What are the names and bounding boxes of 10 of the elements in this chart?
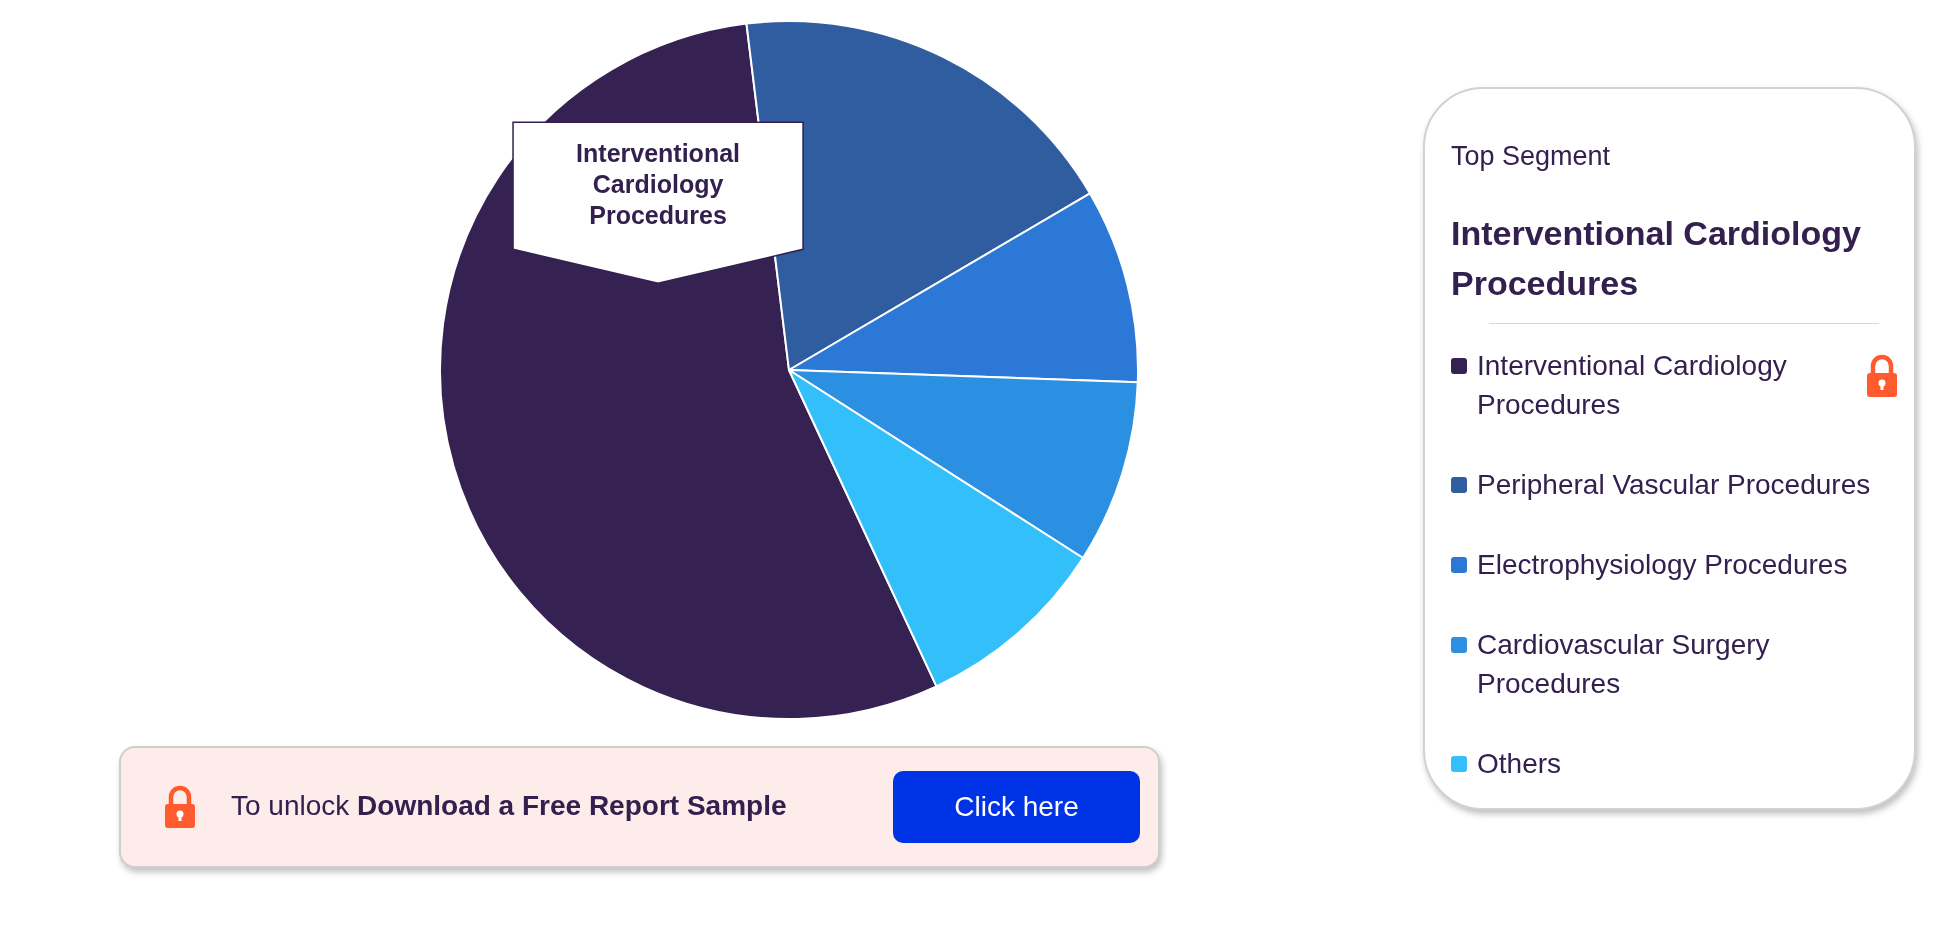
legend-label: Electrophysiology Procedures [1477,548,1849,582]
slice-label: Interventional Cardiology Procedures [576,138,740,229]
legend-label: Cardiovascular Surgery Procedures [1477,628,1771,701]
legend-label: Peripheral Vascular Procedures [1477,468,1872,502]
legend-label: Interventional Cardiology Procedures [1477,349,1788,422]
legend-title: Top Segment [1451,140,1612,173]
legend-label: Others [1477,747,1563,781]
banner: To unlock Download a Free Report Sample Click here [119,746,1160,868]
text: Interventional Cardiology Procedures [1451,213,1862,304]
button[interactable]: Click here [893,771,1140,843]
